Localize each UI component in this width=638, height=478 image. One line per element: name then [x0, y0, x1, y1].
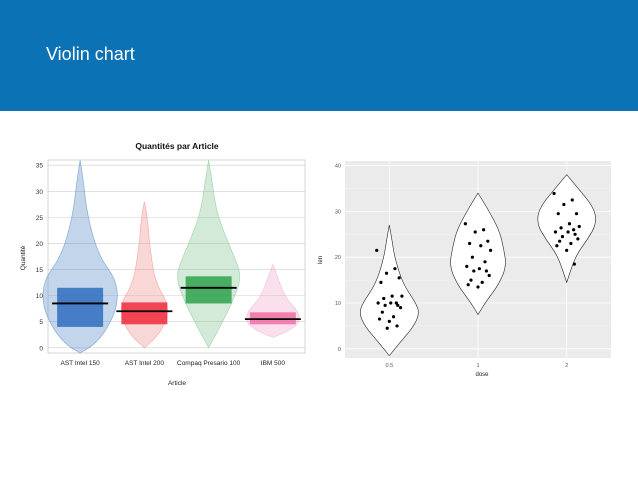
data-point	[476, 285, 480, 289]
data-point	[483, 260, 487, 264]
data-point	[559, 226, 563, 230]
data-point	[473, 230, 477, 234]
data-point	[482, 228, 486, 232]
chart-right-y-tick-label: 20	[335, 255, 341, 261]
box-1	[57, 287, 104, 327]
data-point	[552, 191, 556, 196]
chart-left: Quantités par Article 0 5 10 15 20 25 30 35 AST…	[20, 141, 306, 387]
data-point	[466, 283, 470, 287]
data-point	[577, 224, 581, 229]
chart-left-y-tick-label: 20	[36, 241, 44, 248]
chart-left-y-ticks: 0 5 10 15 20 25 30 35	[36, 163, 44, 353]
data-point	[472, 269, 476, 273]
data-point	[376, 301, 380, 305]
data-point	[379, 280, 383, 285]
chart-left-boxes	[52, 276, 301, 327]
chart-right-points	[375, 191, 581, 330]
data-point	[395, 324, 399, 328]
chart-left-title: Quantités par Article	[135, 141, 219, 151]
chart-left-y-tick-label: 10	[36, 293, 44, 300]
slide-title: Violin chart	[46, 44, 135, 64]
data-point	[570, 198, 574, 202]
data-point	[384, 271, 389, 275]
chart-left-x-tick-label: IBM 500	[261, 360, 286, 367]
chart-right-y-tick-label: 40	[335, 164, 341, 170]
data-point	[470, 255, 474, 259]
data-point	[484, 269, 488, 273]
chart-right-x-ticks: 0.5 1 2	[386, 363, 569, 369]
chart-left-x-tick-label: AST Intel 200	[125, 360, 165, 367]
data-point	[463, 222, 467, 226]
data-point	[391, 315, 396, 319]
chart-left-y-tick-label: 35	[36, 163, 44, 170]
data-point	[398, 306, 403, 310]
data-point	[569, 241, 573, 246]
chart-right-y-label: len	[318, 256, 324, 264]
data-point	[377, 317, 382, 321]
box-3	[185, 276, 232, 304]
data-point	[553, 230, 558, 234]
data-point	[390, 294, 394, 298]
data-point	[393, 267, 397, 271]
data-point	[389, 301, 393, 305]
chart-left-x-tick-label: AST Intel 150	[60, 360, 100, 367]
chart-right-x-label: dose	[475, 372, 489, 378]
data-point	[574, 212, 579, 216]
chart-left-y-tick-label: 0	[39, 345, 43, 352]
chart-right-y-tick-label: 0	[338, 347, 341, 353]
data-point	[380, 310, 384, 314]
chart-right-x-tick-label: 2	[565, 363, 568, 369]
data-point	[468, 241, 472, 246]
chart-left-y-tick-label: 15	[36, 267, 44, 274]
data-point	[565, 248, 569, 252]
data-point	[469, 278, 473, 282]
chart-left-x-ticks: AST Intel 150 AST Intel 200 Compaq Presari…	[60, 360, 285, 367]
chart-left-x-label: Article	[168, 380, 186, 387]
chart-left-y-tick-label: 5	[39, 319, 43, 326]
data-point	[567, 222, 572, 226]
data-point	[572, 228, 576, 232]
chart-left-y-tick-label: 30	[36, 189, 44, 196]
data-point	[400, 294, 404, 298]
data-point	[576, 237, 580, 241]
chart-left-y-tick-label: 25	[36, 215, 44, 222]
chart-right-y-tick-label: 30	[335, 209, 341, 215]
chart-right-x-tick-label: 1	[476, 363, 479, 369]
data-point	[479, 244, 483, 248]
violin-dose-0.5	[360, 225, 419, 357]
slide-header: Violin chart	[0, 0, 638, 111]
data-point	[397, 276, 401, 280]
chart-right-y-tick-label: 10	[335, 301, 341, 307]
box-2	[121, 302, 168, 325]
data-point	[383, 303, 387, 307]
data-point	[394, 301, 398, 305]
violin-dose-2	[537, 174, 596, 284]
data-point	[560, 234, 565, 239]
data-point	[556, 212, 560, 216]
data-point	[486, 239, 490, 243]
data-point	[572, 262, 576, 266]
data-point	[375, 248, 379, 252]
data-point	[385, 326, 389, 330]
data-point	[558, 239, 562, 243]
data-point	[489, 248, 493, 252]
chart-left-y-label: Quantité	[20, 245, 27, 270]
data-point	[480, 280, 484, 285]
data-point	[562, 202, 566, 207]
chart-left-x-tick-label: Compaq Presario 100	[177, 360, 241, 367]
data-point	[555, 244, 559, 248]
chart-right-y-ticks: 0 10 20 30 40	[335, 164, 341, 353]
data-point	[382, 296, 386, 301]
data-point	[487, 273, 491, 278]
data-point	[566, 230, 570, 234]
data-point	[387, 319, 391, 323]
data-point	[465, 264, 469, 268]
data-point	[396, 303, 400, 307]
chart-right-x-tick-label: 0.5	[386, 363, 394, 369]
data-point	[477, 267, 481, 271]
chart-right: 0 10 20 30 40 0.5 1 2 dose len	[318, 161, 611, 378]
data-point	[573, 232, 577, 236]
